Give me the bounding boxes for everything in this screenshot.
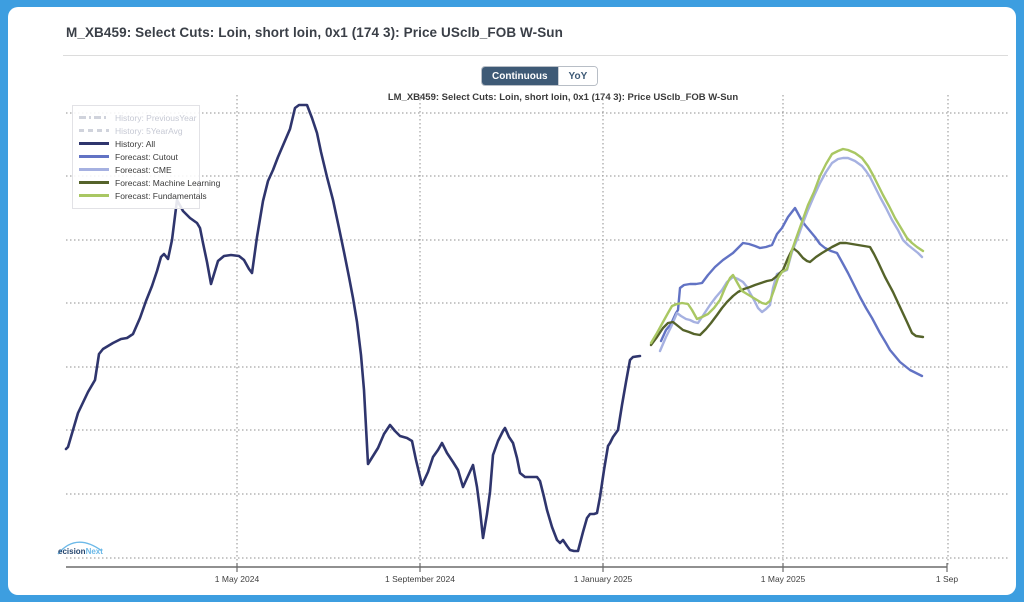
legend-item[interactable]: Forecast: Machine Learning [79,176,220,189]
legend-item-label: Forecast: CME [115,164,172,175]
legend-swatch-line [79,181,109,184]
chart-area: 1 May 2024 1 September 2024 1 January 2025… [8,7,1016,595]
toggle-continuous-button[interactable]: Continuous [482,67,558,85]
legend-item-label: Forecast: Cutout [115,151,178,162]
legend-item[interactable]: History: All [79,137,193,150]
view-mode-toggle: Continuous YoY [481,66,599,86]
legend-swatch-line [79,194,109,197]
legend-item[interactable]: Forecast: Cutout [79,150,193,163]
legend-item-label: History: 5YearAvg [115,125,183,136]
series-forecast-fundamentals [649,147,925,345]
app-panel: M_XB459: Select Cuts: Loin, short loin, … [8,7,1016,595]
series-forecast-cutout [659,206,924,378]
watermark-arc-icon [57,541,103,555]
legend-item[interactable]: Forecast: CME [79,163,193,176]
watermark-text-light: Next [85,547,103,556]
chart-svg: 1 May 2024 1 September 2024 1 January 2025… [64,95,1008,584]
legend-item-label: Forecast: Machine Learning [115,177,221,188]
x-axis-tick-label: 1 January 2025 [574,574,633,584]
legend-swatch-line [79,116,109,119]
series-history-all [64,103,642,553]
x-axis-tick-label: 1 Sep [936,574,958,584]
legend-item[interactable]: History: PreviousYear [79,111,197,124]
page-title: M_XB459: Select Cuts: Loin, short loin, … [66,25,563,40]
chart-legend: History: PreviousYear History: 5YearAvg Hi… [72,105,220,209]
legend-item-label: History: PreviousYear [115,112,197,123]
chart-title: LM_XB459: Select Cuts: Loin, short loin,… [387,92,739,103]
legend-item-label: Forecast: Fundamentals [115,190,207,201]
legend-item-label: History: All [115,138,156,149]
legend-swatch-line [79,129,109,132]
watermark-logo: ecisionNext [56,538,126,560]
series-forecast-machine-learning [649,241,925,347]
x-axis-tick-label: 1 May 2024 [215,574,260,584]
x-axis-tick-label: 1 September 2024 [385,574,455,584]
legend-item[interactable]: Forecast: Fundamentals [79,189,207,202]
x-axis-tick-label: 1 May 2025 [761,574,806,584]
header-divider [63,55,1008,56]
legend-swatch-line [79,155,109,158]
toggle-yoy-button[interactable]: YoY [557,67,598,85]
watermark-text-dark: ecision [58,547,86,556]
legend-swatch-line [79,142,109,145]
legend-swatch-line [79,168,109,171]
legend-item[interactable]: History: 5YearAvg [79,124,193,137]
